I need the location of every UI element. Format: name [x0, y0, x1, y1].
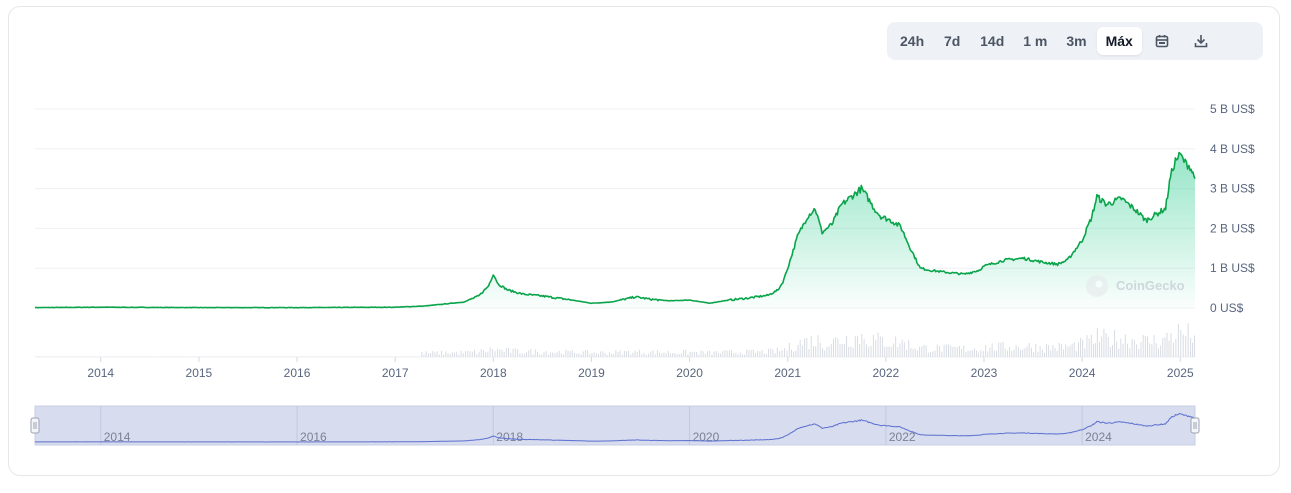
range-24h-button[interactable]: 24h: [900, 33, 925, 49]
calendar-button[interactable]: [1143, 27, 1181, 55]
range-max-button[interactable]: Máx: [1096, 27, 1142, 55]
calendar-icon: [1155, 35, 1169, 48]
range-toolbar: 24h 7d 14d 1 m 3m Máx: [887, 22, 1263, 60]
range-3m-button[interactable]: 3m: [1066, 33, 1087, 49]
download-button[interactable]: [1182, 27, 1220, 55]
download-icon: [1194, 35, 1208, 48]
range-14d-button[interactable]: 14d: [980, 33, 1005, 49]
range-7d-button[interactable]: 7d: [943, 33, 961, 49]
range-1m-button[interactable]: 1 m: [1023, 33, 1048, 49]
chart-card: [8, 6, 1280, 476]
